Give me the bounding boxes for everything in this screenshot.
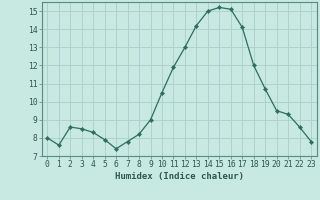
X-axis label: Humidex (Indice chaleur): Humidex (Indice chaleur) — [115, 172, 244, 181]
